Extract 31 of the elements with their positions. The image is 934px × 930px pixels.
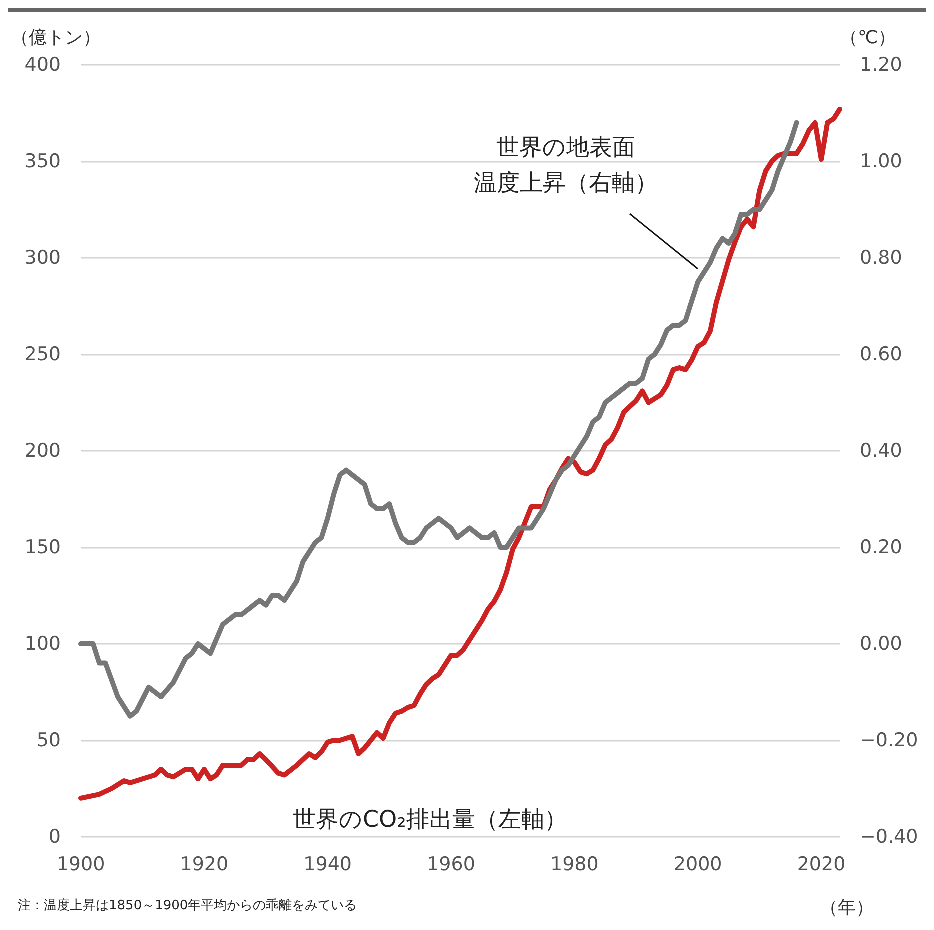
text: 注：温度上昇は1850～1900年平均からの乖離をみている <box>18 898 358 914</box>
y2-tick-label: 0.60 <box>860 344 902 366</box>
y2-tick-label: 0.20 <box>860 536 902 558</box>
y-tick-label: 400 <box>24 54 61 76</box>
y-tick-label: 150 <box>24 536 61 558</box>
x-tick-label: 1960 <box>427 854 476 876</box>
x-tick-label: 1900 <box>56 854 106 876</box>
y-tick-label: 0 <box>48 826 61 848</box>
y2-tick-label: 0.40 <box>860 440 902 462</box>
y-tick-label: 200 <box>24 440 61 462</box>
y2-tick-label: 1.00 <box>860 150 902 172</box>
x-axis-title: （年） <box>820 898 874 918</box>
y-tick-label: 100 <box>24 633 61 655</box>
y2-tick-label: 0.00 <box>860 633 902 655</box>
y-axis-title: （億トン） <box>11 28 101 48</box>
y-tick-label: 50 <box>36 730 61 752</box>
y2-tick-label: 1.20 <box>860 54 902 76</box>
y-tick-label: 350 <box>24 150 61 172</box>
y-tick-label: 250 <box>24 344 61 366</box>
y2-tick-label: −0.40 <box>860 826 918 848</box>
x-tick-label: 2000 <box>674 854 722 876</box>
x-tick-label: 2020 <box>797 854 846 876</box>
y2-tick-label: −0.20 <box>860 730 918 752</box>
x-tick-label: 1920 <box>180 854 229 876</box>
annotation: 世界のCO₂排出量（左軸） <box>293 806 568 833</box>
y-tick-label: 300 <box>24 247 61 269</box>
y2-tick-label: 0.80 <box>860 247 902 269</box>
x-tick-label: 1940 <box>304 854 352 876</box>
annotation: 世界の地表面温度上昇（右軸） <box>474 134 658 196</box>
y2-axis-title: （℃） <box>840 28 896 48</box>
x-tick-label: 1980 <box>550 854 599 876</box>
